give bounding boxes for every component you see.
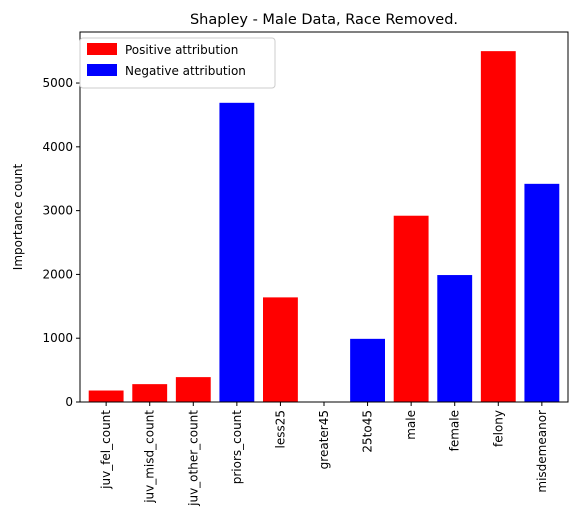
y-tick-label-3000: 3000 — [42, 204, 73, 218]
x-tick-label-less25: less25 — [273, 410, 287, 449]
x-tick-label-misdemeanor: misdemeanor — [535, 410, 549, 493]
y-tick-label-1000: 1000 — [42, 331, 73, 345]
legend-box — [79, 37, 276, 89]
bar-juv_other_count — [175, 377, 211, 402]
bar-25to45 — [350, 338, 385, 402]
bar-male — [393, 215, 429, 402]
chart-title: Shapley - Male Data, Race Removed. — [190, 12, 458, 28]
bar-less25 — [263, 297, 298, 402]
x-tick-label-greater45: greater45 — [317, 410, 331, 469]
y-tick-label-2000: 2000 — [42, 267, 73, 281]
bars-group — [88, 51, 560, 402]
bar-juv_misd_count — [132, 384, 168, 402]
bar-female — [437, 275, 473, 402]
y-tick-label-0: 0 — [65, 395, 73, 409]
legend-label-negative: Negative attribution — [125, 64, 246, 78]
legend-swatch-positive — [87, 43, 117, 55]
y-tick-label-4000: 4000 — [42, 140, 73, 154]
x-tick-label-juv_misd_count: juv_misd_count — [143, 410, 157, 504]
x-tick-label-female: female — [448, 410, 462, 451]
bar-priors_count — [219, 102, 255, 402]
y-axis: 0 1000 2000 3000 4000 5000 — [42, 76, 80, 409]
legend-label-positive: Positive attribution — [125, 43, 238, 57]
legend: Positive attribution Negative attribution — [79, 37, 276, 89]
bar-juv_fel_count — [88, 390, 124, 402]
x-tick-label-juv_other_count: juv_other_count — [186, 410, 200, 507]
y-axis-label: Importance count — [11, 163, 25, 270]
x-tick-label-25to45: 25to45 — [361, 410, 375, 453]
x-tick-label-priors_count: priors_count — [230, 410, 244, 485]
x-tick-label-juv_fel_count: juv_fel_count — [99, 410, 113, 490]
bar-misdemeanor — [524, 183, 560, 402]
legend-swatch-negative — [87, 64, 117, 76]
y-tick-label-5000: 5000 — [42, 76, 73, 90]
x-tick-label-felony: felony — [491, 410, 505, 447]
x-axis: juv_fel_count juv_misd_count juv_other_cou… — [99, 402, 549, 507]
bar-felony — [480, 51, 516, 402]
x-tick-label-male: male — [404, 410, 418, 440]
